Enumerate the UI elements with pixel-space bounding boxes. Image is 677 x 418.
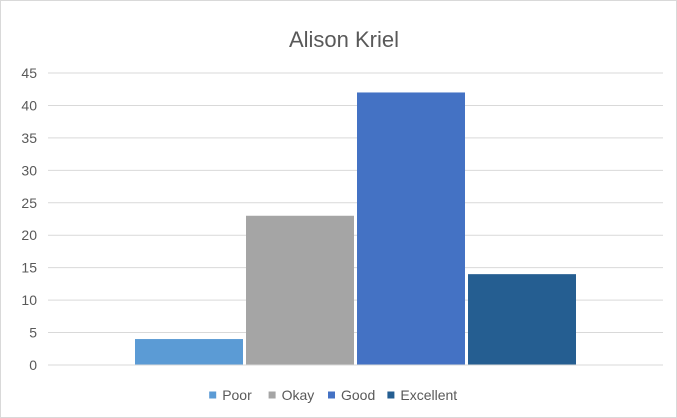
bar-good	[357, 92, 465, 365]
legend-swatch	[209, 391, 217, 399]
gridlines	[48, 72, 663, 334]
y-tick-label: 15	[21, 260, 37, 276]
y-tick-label: 35	[21, 130, 37, 146]
y-tick-label: 10	[21, 292, 37, 308]
y-tick-label: 20	[21, 227, 37, 243]
y-tick-label: 45	[21, 65, 37, 81]
legend-label: Good	[341, 387, 375, 403]
legend: Poor Okay Good Excellent	[209, 387, 457, 403]
chart-title: Alison Kriel	[289, 27, 399, 52]
y-tick-label: 0	[29, 357, 37, 373]
legend-swatch	[268, 391, 276, 399]
y-tick-label: 25	[21, 195, 37, 211]
legend-label: Excellent	[400, 387, 457, 403]
y-axis-ticks: 0 5 10 15 20 25 30 35 40 45	[21, 65, 37, 373]
y-tick-label: 5	[29, 325, 37, 341]
bars	[135, 92, 576, 365]
bar-okay	[246, 215, 354, 365]
y-tick-label: 30	[21, 162, 37, 178]
legend-label: Poor	[222, 387, 252, 403]
legend-swatch	[328, 391, 335, 399]
y-tick-label: 40	[21, 97, 37, 113]
legend-swatch	[387, 391, 395, 399]
bar-excellent	[468, 274, 576, 365]
bar-poor	[135, 339, 243, 365]
legend-label: Okay	[282, 387, 315, 403]
